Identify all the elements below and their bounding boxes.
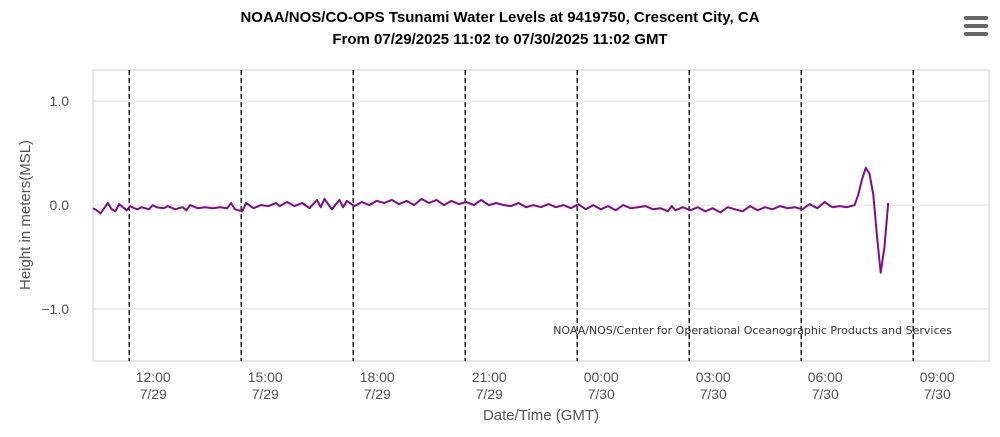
y-axis-label: Height in meters(MSL) <box>17 140 34 290</box>
x-tick-time: 12:00 <box>136 369 171 385</box>
y-tick-label: 0.0 <box>50 197 70 213</box>
x-tick-time: 15:00 <box>248 369 283 385</box>
x-tick-time: 09:00 <box>920 369 955 385</box>
x-tick-date: 7/30 <box>812 386 839 402</box>
x-tick-time: 21:00 <box>472 369 507 385</box>
x-plot-lines <box>128 70 914 361</box>
series-line-water-level <box>92 166 890 274</box>
y-axis-ticks: 1.0 0.0 −1.0 <box>41 93 69 317</box>
menu-icon[interactable] <box>964 16 988 36</box>
x-tick-time: 06:00 <box>808 369 843 385</box>
x-tick-time: 18:00 <box>360 369 395 385</box>
x-tick-date: 7/30 <box>700 386 727 402</box>
chart-subtitle: From 07/29/2025 11:02 to 07/30/2025 11:0… <box>332 31 668 48</box>
y-tick-label: 1.0 <box>50 93 70 109</box>
x-tick-date: 7/30 <box>924 386 951 402</box>
plot-area <box>92 69 990 362</box>
x-tick-time: 03:00 <box>696 369 731 385</box>
credit-label: NOAA/NOS/Center for Operational Oceanogr… <box>553 324 952 337</box>
chart-title: NOAA/NOS/CO-OPS Tsunami Water Levels at … <box>240 9 760 26</box>
x-tick-date: 7/29 <box>476 386 503 402</box>
x-tick-date: 7/30 <box>588 386 615 402</box>
x-tick-date: 7/29 <box>140 386 167 402</box>
y-tick-label: −1.0 <box>41 301 69 317</box>
x-tick-time: 00:00 <box>584 369 619 385</box>
x-tick-date: 7/29 <box>364 386 391 402</box>
x-tick-date: 7/29 <box>252 386 279 402</box>
x-axis-label: Date/Time (GMT) <box>483 407 599 424</box>
x-axis-ticks: 12:007/2915:007/2918:007/2921:007/2900:0… <box>136 369 955 402</box>
